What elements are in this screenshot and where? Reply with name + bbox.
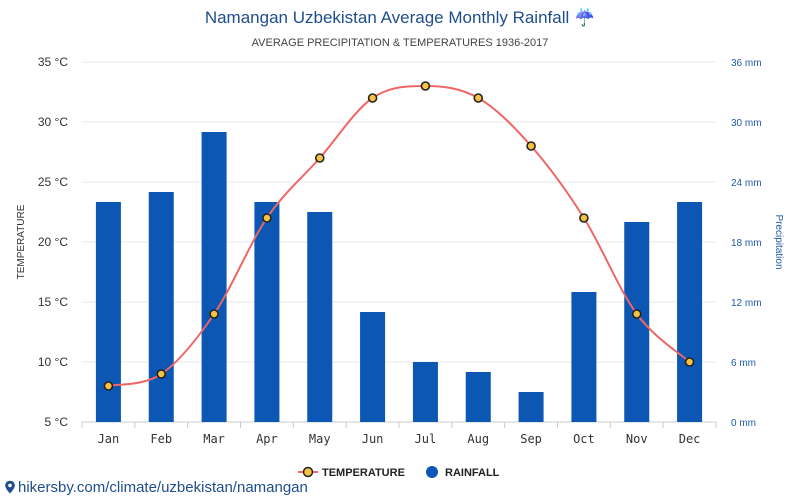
rainfall-bar[interactable] [518,392,544,422]
left-tick-label: 25 °C [38,175,68,189]
rainfall-bars [95,132,703,422]
footer-link[interactable]: hikersby.com/climate/uzbekistan/namangan [4,479,308,496]
legend-temperature-label: TEMPERATURE [322,467,405,479]
temperature-point[interactable] [420,81,431,91]
x-axis: Jan Feb Mar Apr May Jun Jul Aug Sep Oct Nov Dec [81,422,717,446]
x-tick-label: Sep [520,432,542,446]
left-tick-label: 10 °C [38,355,68,369]
right-axis-title: Precipitation [773,214,784,269]
temperature-point[interactable] [103,381,114,391]
temperature-point[interactable] [579,213,589,223]
rainfall-bar[interactable] [307,212,333,422]
location-pin-icon [5,480,15,494]
umbrella-icon: ☔ [574,7,595,27]
legend-rainfall-marker [426,466,438,478]
rainfall-bar[interactable] [412,362,438,422]
legend-item-rainfall[interactable]: RAINFALL [426,466,500,479]
x-tick-label: Nov [626,432,648,446]
x-tick-label: May [309,432,331,446]
right-tick-label: 36 mm [731,58,762,69]
rainfall-bar[interactable] [360,312,386,422]
left-tick-label: 35 °C [38,55,68,69]
right-tick-label: 6 mm [731,358,756,369]
left-tick-label: 15 °C [38,295,68,309]
temperature-point[interactable] [473,93,484,103]
temperature-line [108,84,691,387]
temperature-point[interactable] [526,141,536,151]
right-axis-ticks: 0 mm 6 mm 12 mm 18 mm 24 mm 30 mm 36 mm [731,58,762,429]
legend-temperature-marker [302,466,314,478]
footer-url: hikersby.com/climate/uzbekistan/namangan [18,479,308,496]
x-tick-label: Jan [98,432,120,446]
x-tick-label: Apr [256,432,278,446]
rainfall-bar[interactable] [148,192,174,422]
legend-rainfall-label: RAINFALL [445,467,500,479]
temperature-markers [103,81,695,391]
temperature-point[interactable] [631,309,642,319]
rainfall-bar[interactable] [571,292,597,422]
x-tick-label: Feb [150,432,172,446]
left-axis-ticks: 5 °C 10 °C 15 °C 20 °C 25 °C 30 °C 35 °C [38,55,68,429]
left-tick-label: 5 °C [45,415,69,429]
grid-lines [82,61,716,423]
right-tick-label: 30 mm [731,118,762,129]
temperature-point[interactable] [156,369,167,379]
left-tick-label: 30 °C [38,115,68,129]
chart-title: Namangan Uzbekistan Average Monthly Rain… [205,7,595,27]
x-tick-label: Oct [573,432,595,446]
right-tick-label: 0 mm [731,418,756,429]
legend-item-temperature[interactable]: TEMPERATURE [298,466,405,479]
temperature-point[interactable] [209,309,219,319]
x-tick-label: Dec [679,432,701,446]
x-tick-label: Mar [203,432,225,446]
x-tick-label: Jul [415,432,437,446]
left-axis-title: TEMPERATURE [16,204,27,279]
temperature-point[interactable] [314,153,325,163]
temperature-point[interactable] [684,357,695,367]
rainfall-bar[interactable] [201,132,227,422]
left-tick-label: 20 °C [38,235,68,249]
legend[interactable]: TEMPERATURE RAINFALL [298,466,500,479]
x-tick-label: Jun [362,432,384,446]
right-tick-label: 18 mm [731,238,762,249]
temperature-point[interactable] [367,93,378,103]
right-tick-label: 12 mm [731,298,762,309]
rainfall-bar[interactable] [254,202,280,422]
chart-subtitle: AVERAGE PRECIPITATION & TEMPERATURES 193… [252,37,549,49]
temperature-point[interactable] [262,213,272,223]
temperature-line-group [108,84,691,387]
right-tick-label: 24 mm [731,178,762,189]
x-tick-label: Aug [467,432,489,446]
rainfall-bar[interactable] [624,222,650,422]
rainfall-bar[interactable] [465,372,491,422]
chart-title-text: Namangan Uzbekistan Average Monthly Rain… [205,8,574,27]
rainfall-bar[interactable] [677,202,703,422]
